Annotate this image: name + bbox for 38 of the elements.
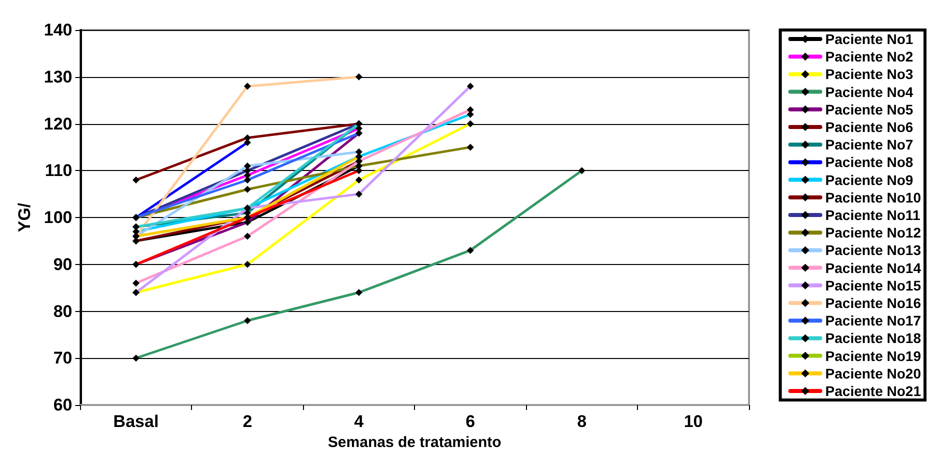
y-tick-label: 70 <box>53 348 72 368</box>
x-tick-label: 10 <box>684 412 703 431</box>
legend-label: Paciente No5 <box>825 101 914 118</box>
y-tick-label: 130 <box>44 67 72 86</box>
y-tick-label: 60 <box>53 396 72 414</box>
legend-label: Paciente No11 <box>825 207 920 223</box>
legend-label: Paciente No4 <box>825 84 914 100</box>
legend-label: Paciente No2 <box>825 48 914 65</box>
legend-label: Paciente No8 <box>825 154 914 170</box>
legend-label: Paciente No18 <box>825 330 922 346</box>
y-tick-label: 140 <box>44 20 72 40</box>
legend-label: Paciente No6 <box>825 119 914 135</box>
y-tick-label: 120 <box>44 114 72 134</box>
legend-label: Paciente No14 <box>825 260 922 276</box>
legend-label: Paciente No1 <box>825 31 914 47</box>
y-tick-label: 100 <box>44 208 72 227</box>
legend-label: Paciente No16 <box>825 295 922 311</box>
legend-label: Paciente No20 <box>825 365 922 382</box>
legend-label: Paciente No9 <box>825 172 914 188</box>
legend-label: Paciente No17 <box>825 312 922 329</box>
x-axis-title: Semanas de tratamiento <box>328 434 502 451</box>
y-tick-label: 110 <box>44 161 72 180</box>
legend-label: Paciente No15 <box>825 277 922 294</box>
legend-label: Paciente No3 <box>825 66 914 82</box>
x-tick-label: 8 <box>577 412 587 431</box>
y-tick-label: 80 <box>53 302 72 321</box>
x-tick-label: 4 <box>354 412 364 431</box>
x-tick-label: 2 <box>242 412 252 431</box>
y-axis-title: YG/ <box>15 202 34 232</box>
legend-label: Paciente No10 <box>825 189 922 206</box>
legend-label: Paciente No19 <box>825 348 922 364</box>
legend-label: Paciente No7 <box>825 136 914 153</box>
x-tick-label: 6 <box>466 412 476 431</box>
legend-label: Paciente No21 <box>825 383 922 399</box>
y-tick-label: 90 <box>53 254 72 274</box>
legend-label: Paciente No12 <box>825 224 922 241</box>
x-tick-label: Basal <box>113 412 159 431</box>
legend-label: Paciente No13 <box>825 242 922 258</box>
